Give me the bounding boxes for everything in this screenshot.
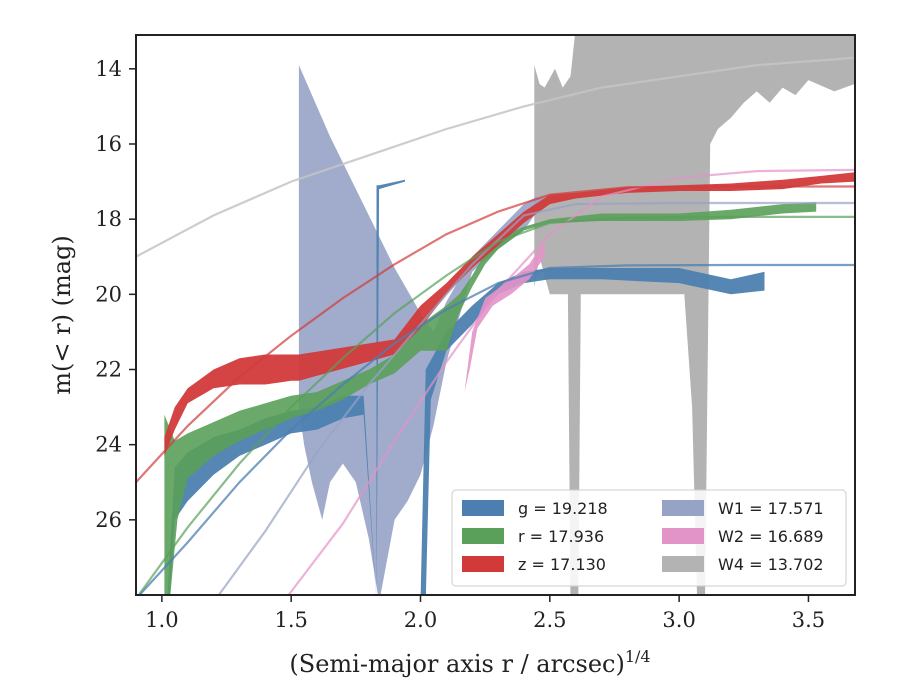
y-tick-label: 18 <box>95 207 122 231</box>
y-tick-label: 24 <box>95 433 122 457</box>
legend-swatch <box>662 556 704 572</box>
band-w2 <box>464 241 545 392</box>
x-tick-label: 2.0 <box>404 608 437 632</box>
legend-label: g = 19.218 <box>518 499 608 518</box>
legend-label: W2 = 16.689 <box>718 527 824 546</box>
legend-swatch <box>662 528 704 544</box>
legend-swatch <box>462 500 504 516</box>
y-tick-label: 26 <box>95 508 122 532</box>
legend-item-g: g = 19.218 <box>462 499 608 518</box>
legend-box <box>451 489 847 587</box>
y-tick-label: 20 <box>95 282 122 306</box>
legend: g = 19.218 r = 17.936 z = 17.130 W1 = 17.57… <box>451 489 847 587</box>
model-curve-z <box>136 185 855 483</box>
legend-item-w2: W2 = 16.689 <box>662 527 824 546</box>
legend-item-r: r = 17.936 <box>462 527 604 546</box>
model-curve-g <box>137 263 855 595</box>
y-tick-label: 22 <box>95 357 122 381</box>
x-tick-label: 3.5 <box>792 608 825 632</box>
legend-item-z: z = 17.130 <box>462 555 606 574</box>
y-tick-label: 16 <box>95 132 122 156</box>
x-tick-label: 2.5 <box>533 608 566 632</box>
legend-item-w1: W1 = 17.571 <box>662 499 824 518</box>
band-r <box>164 202 817 595</box>
legend-swatch <box>462 528 504 544</box>
x-tick-label: 3.0 <box>662 608 695 632</box>
x-axis-label-text: (Semi-major axis r / arcsec) <box>289 650 624 678</box>
model-curve-w1 <box>217 201 855 595</box>
model-curves <box>136 56 855 595</box>
x-axis-ticks: 1.0 1.5 2.0 2.5 3.0 3.5 <box>145 595 825 632</box>
model-curve-w2 <box>287 168 855 595</box>
model-curve-r <box>137 215 855 595</box>
legend-label: W1 = 17.571 <box>718 499 824 518</box>
legend-label: r = 17.936 <box>518 527 604 546</box>
x-axis-label: (Semi-major axis r / arcsec)1/4 <box>289 647 650 678</box>
x-tick-label: 1.0 <box>145 608 178 632</box>
legend-swatch <box>462 556 504 572</box>
band-w4 <box>534 35 855 595</box>
legend-label: z = 17.130 <box>518 555 606 574</box>
y-axis-ticks: 14 16 18 20 22 24 26 <box>95 57 136 532</box>
y-tick-label: 14 <box>95 57 122 81</box>
x-tick-label: 1.5 <box>274 608 307 632</box>
model-curve-w4 <box>136 56 855 258</box>
plot-frame <box>135 34 856 596</box>
legend-label: W4 = 13.702 <box>718 555 824 574</box>
x-axis-label-superscript: 1/4 <box>625 647 651 666</box>
legend-item-w4: W4 = 13.702 <box>662 555 824 574</box>
y-axis-label: m(< r) (mag) <box>48 235 76 394</box>
legend-swatch <box>662 500 704 516</box>
